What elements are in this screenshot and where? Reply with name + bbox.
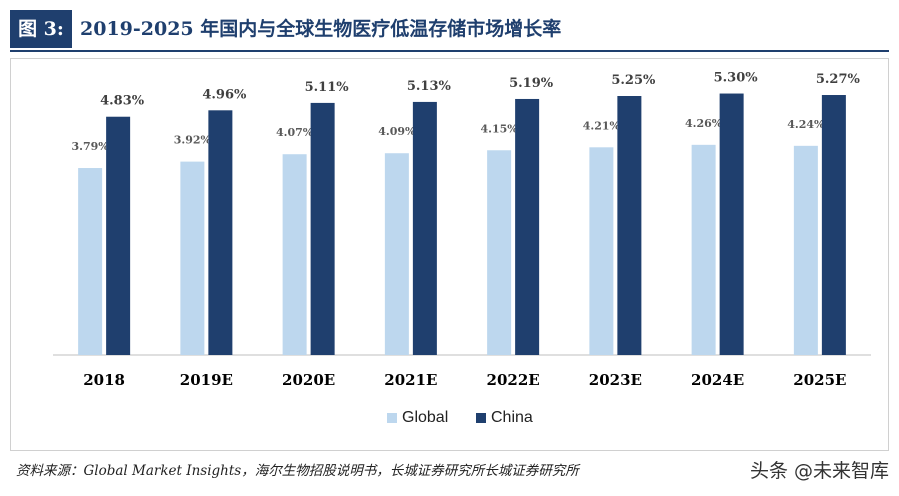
bar-global-2018: [78, 168, 103, 355]
bar-global-2020e: [282, 154, 307, 355]
bar-china-2024e: [719, 93, 744, 356]
bar-china-2022e: [515, 98, 540, 356]
data-label-china-2024e: 5.30%: [714, 71, 759, 86]
data-label-china-2025e: 5.27%: [816, 72, 861, 87]
x-tick-label-2025e: 2025E: [793, 371, 846, 389]
figure-title: 2019-2025 年国内与全球生物医疗低温存储市场增长率: [80, 18, 562, 40]
data-label-china-2018: 4.83%: [100, 94, 145, 109]
data-label-global-2021e: 4.09%: [378, 125, 416, 138]
data-label-global-2024e: 4.26%: [685, 117, 723, 130]
x-tick-label-2023e: 2023E: [589, 371, 642, 389]
x-tick-label-2019e: 2019E: [180, 371, 233, 389]
bar-china-2019e: [208, 110, 233, 355]
x-tick-label-2022e: 2022E: [487, 371, 540, 389]
bar-global-2022e: [487, 150, 512, 355]
bar-china-2020e: [310, 102, 335, 355]
figure-label: 图 3:: [10, 10, 72, 48]
bar-global-2019e: [180, 161, 205, 355]
data-label-china-2021e: 5.13%: [407, 79, 452, 94]
bar-global-2024e: [691, 144, 716, 355]
bar-global-2023e: [589, 147, 614, 355]
watermark: 头条 @未来智库: [749, 460, 889, 482]
data-label-global-2019e: 3.92%: [174, 134, 212, 147]
bar-china-2018: [106, 116, 131, 355]
data-label-china-2019e: 4.96%: [202, 87, 247, 102]
x-tick-label-2018: 2018: [83, 371, 125, 389]
figure-header: 图 3: 2019-2025 年国内与全球生物医疗低温存储市场增长率: [10, 10, 889, 52]
x-tick-label-2024e: 2024E: [691, 371, 744, 389]
bar-china-2023e: [617, 96, 642, 355]
legend-swatch-global: [387, 413, 397, 423]
bar-china-2021e: [412, 101, 437, 355]
x-tick-label-2020e: 2020E: [282, 371, 335, 389]
legend-label-global: Global: [402, 409, 448, 426]
x-tick-label-2021e: 2021E: [384, 371, 437, 389]
bar-global-2021e: [384, 153, 409, 355]
data-label-global-2023e: 4.21%: [583, 119, 621, 132]
source-note: 资料来源：Global Market Insights，海尔生物招股说明书，长城…: [16, 463, 579, 479]
chart-frame: 3.79% 4.83% 2018 3.92% 4.96% 2019E 4.07% 5.11% 2…: [10, 58, 889, 451]
data-label-global-2022e: 4.15%: [481, 122, 519, 135]
bar-chart: 3.79% 4.83% 2018 3.92% 4.96% 2019E 4.07% 5.11% 2…: [53, 71, 871, 426]
data-label-china-2022e: 5.19%: [509, 76, 554, 91]
data-label-global-2020e: 4.07%: [276, 126, 314, 139]
bar-global-2025e: [793, 145, 818, 355]
data-label-china-2023e: 5.25%: [611, 73, 656, 88]
data-label-global-2018: 3.79%: [72, 140, 110, 153]
data-label-global-2025e: 4.24%: [787, 118, 825, 131]
data-label-china-2020e: 5.11%: [305, 80, 350, 95]
legend-label-china: China: [491, 409, 533, 426]
bar-china-2025e: [821, 95, 846, 355]
legend-swatch-china: [476, 413, 486, 423]
